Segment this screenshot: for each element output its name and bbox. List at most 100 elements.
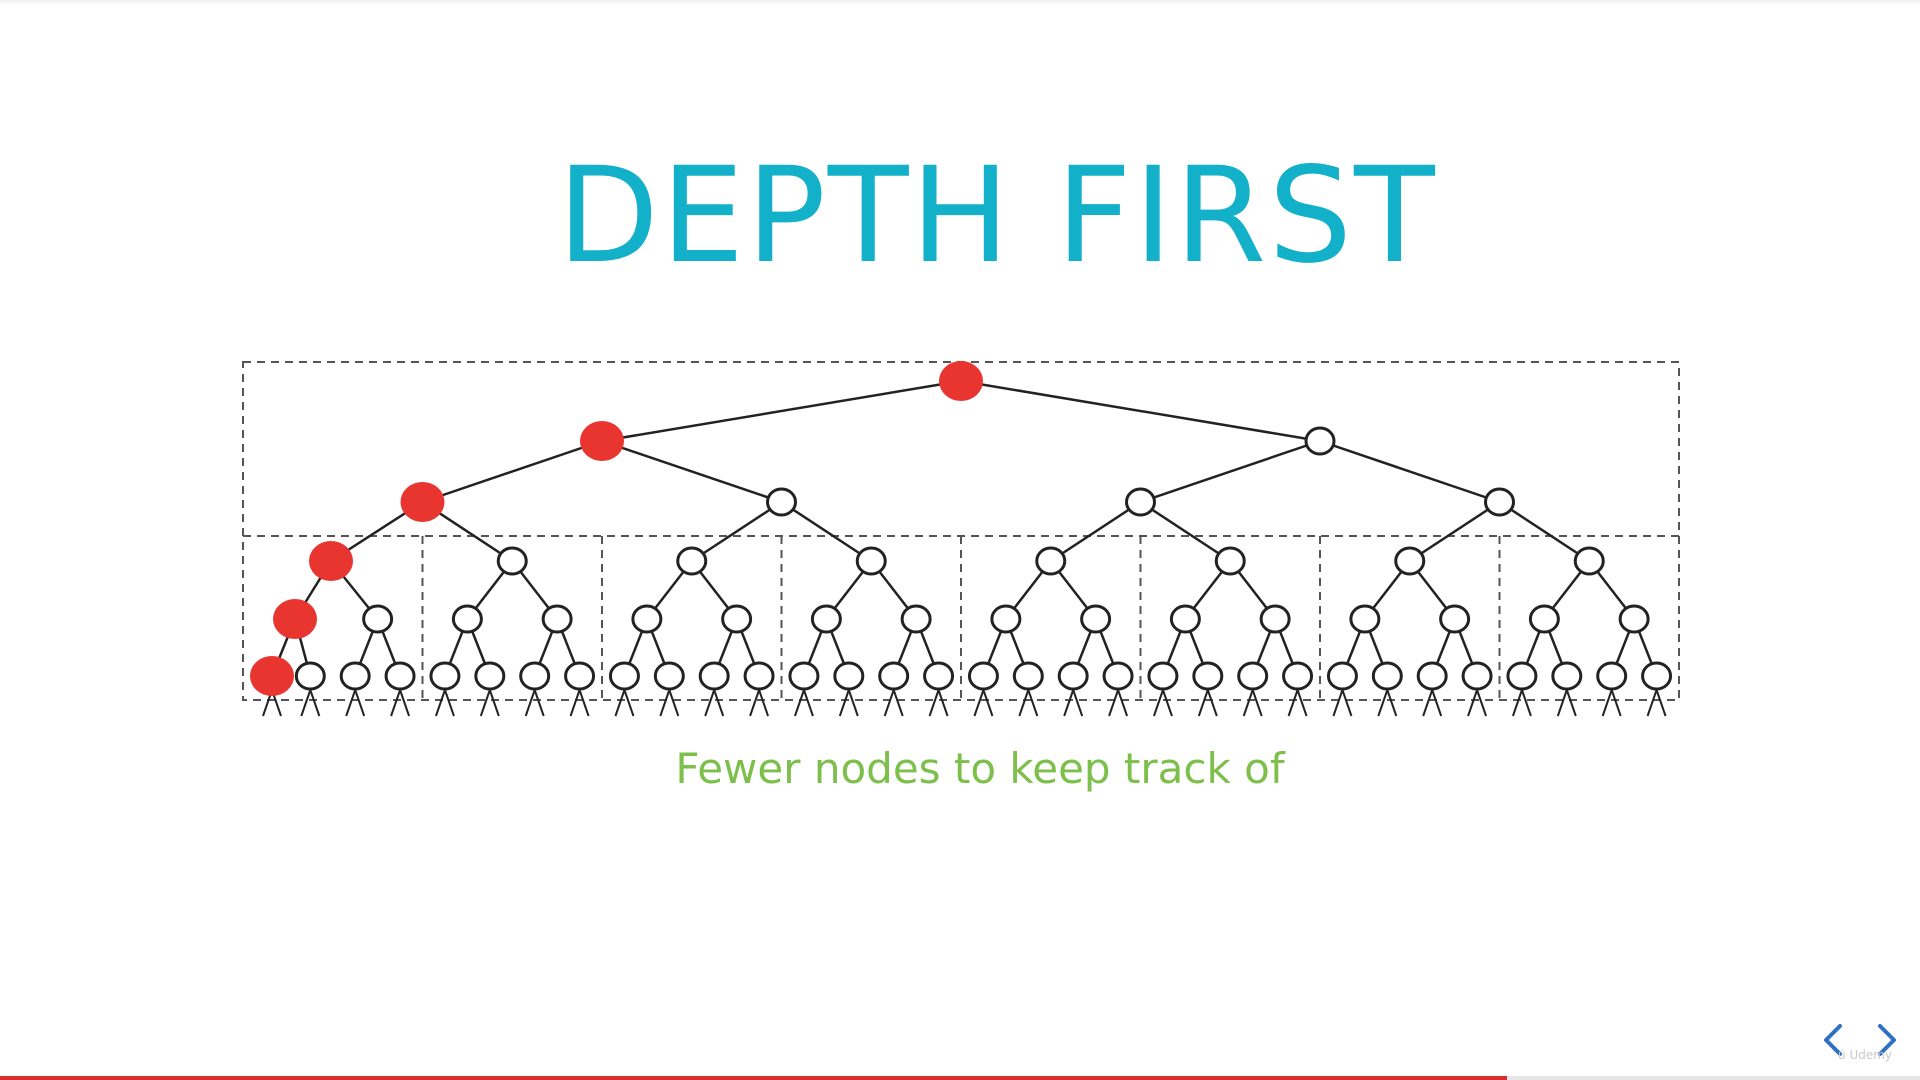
next-slide-button[interactable] — [1872, 1020, 1902, 1060]
tree-edge — [1409, 500, 1501, 563]
unvisited-node — [1551, 661, 1583, 691]
unvisited-node — [1506, 661, 1538, 691]
leaf-stub — [1520, 689, 1532, 717]
visited-node — [939, 361, 983, 401]
unvisited-node — [698, 661, 730, 691]
unvisited-node — [519, 661, 551, 691]
unvisited-node — [1618, 604, 1650, 634]
leaf-stub — [1152, 689, 1164, 717]
chevron-right-icon — [1878, 1024, 1896, 1056]
leaf-stub — [1511, 689, 1523, 717]
leaf-stub — [578, 689, 590, 717]
leaf-stub — [883, 689, 895, 717]
visited-node — [309, 541, 353, 581]
chevron-left-icon — [1824, 1024, 1842, 1056]
leaf-stub — [569, 689, 581, 717]
leaf-stub — [1018, 689, 1030, 717]
unvisited-node — [362, 604, 394, 634]
prev-slide-button[interactable] — [1818, 1020, 1848, 1060]
unvisited-node — [1349, 604, 1381, 634]
leaf-stub — [1108, 689, 1120, 717]
unvisited-node — [878, 661, 910, 691]
unvisited-node — [541, 604, 573, 634]
leaf-stub — [973, 689, 985, 717]
unvisited-node — [1484, 487, 1515, 517]
unvisited-node — [1214, 546, 1246, 576]
unvisited-node — [1080, 604, 1112, 634]
unvisited-node — [1282, 661, 1314, 691]
unvisited-node — [855, 546, 887, 576]
unvisited-node — [631, 604, 663, 634]
video-progress-fill — [0, 1076, 1508, 1080]
leaf-stub — [1467, 689, 1479, 717]
leaf-stub — [1287, 689, 1299, 717]
unvisited-node — [1259, 604, 1291, 634]
dashed-boxes — [242, 361, 1680, 701]
leaf-stub — [300, 689, 312, 717]
unvisited-node — [339, 661, 371, 691]
unvisited-node — [1416, 661, 1448, 691]
leaf-stub — [1296, 689, 1308, 717]
unvisited-node — [1057, 661, 1089, 691]
leaf-stub — [1431, 689, 1443, 717]
unvisited-node — [474, 661, 506, 691]
visited-node — [580, 421, 624, 461]
leaf-stub — [1377, 689, 1389, 717]
leaf-stub — [1386, 689, 1398, 717]
tree-edge — [1139, 500, 1231, 563]
leaf-stub — [1601, 689, 1613, 717]
leaf-stub — [704, 689, 716, 717]
leaf-stub — [892, 689, 904, 717]
unvisited-node — [496, 546, 528, 576]
unvisited-node — [653, 661, 685, 691]
leaf-stub — [1422, 689, 1434, 717]
unvisited-node — [810, 604, 842, 634]
unvisited-node — [1169, 604, 1201, 634]
leaf-stub — [847, 689, 859, 717]
tree-edge — [1140, 439, 1321, 504]
unvisited-node — [721, 604, 753, 634]
unvisited-node — [608, 661, 640, 691]
unvisited-node — [833, 661, 865, 691]
unvisited-node — [1326, 661, 1358, 691]
tree-edge — [1319, 439, 1500, 504]
leaf-stub — [1027, 689, 1039, 717]
unvisited-node — [294, 661, 326, 691]
slide-title: DEPTH FIRST — [557, 139, 1437, 293]
unvisited-node — [900, 604, 932, 634]
unvisited-node — [384, 661, 416, 691]
leaf-stub — [488, 689, 500, 717]
tree-edge — [1050, 500, 1142, 563]
leaf-stub — [1556, 689, 1568, 717]
video-progress-track[interactable] — [0, 1076, 1920, 1080]
leaf-stub — [533, 689, 545, 717]
leaf-stub — [1610, 689, 1622, 717]
leaf-stub — [749, 689, 761, 717]
leaf-stub — [1063, 689, 1075, 717]
unvisited-node — [788, 661, 820, 691]
unvisited-node — [743, 661, 775, 691]
unvisited-node — [923, 661, 955, 691]
tree-nodes — [250, 361, 1673, 696]
leaf-stub — [399, 689, 411, 717]
unvisited-node — [1192, 661, 1224, 691]
unvisited-node — [1371, 661, 1403, 691]
unvisited-node — [1596, 661, 1628, 691]
leaf-stub — [1161, 689, 1173, 717]
unvisited-node — [451, 604, 483, 634]
unvisited-node — [1573, 546, 1605, 576]
leaf-stub — [1341, 689, 1353, 717]
slide-caption: Fewer nodes to keep track of — [675, 744, 1285, 793]
watermark-mark: ú — [1838, 1048, 1846, 1062]
top-edge — [0, 0, 1920, 6]
leaf-stub — [802, 689, 814, 717]
unvisited-node — [1304, 426, 1336, 456]
leaf-stub — [479, 689, 491, 717]
tree-edge — [422, 439, 603, 504]
unvisited-node — [1641, 661, 1673, 691]
visited-node — [273, 599, 317, 639]
leaf-stub-edges — [262, 689, 1667, 717]
leaf-stub — [443, 689, 455, 717]
